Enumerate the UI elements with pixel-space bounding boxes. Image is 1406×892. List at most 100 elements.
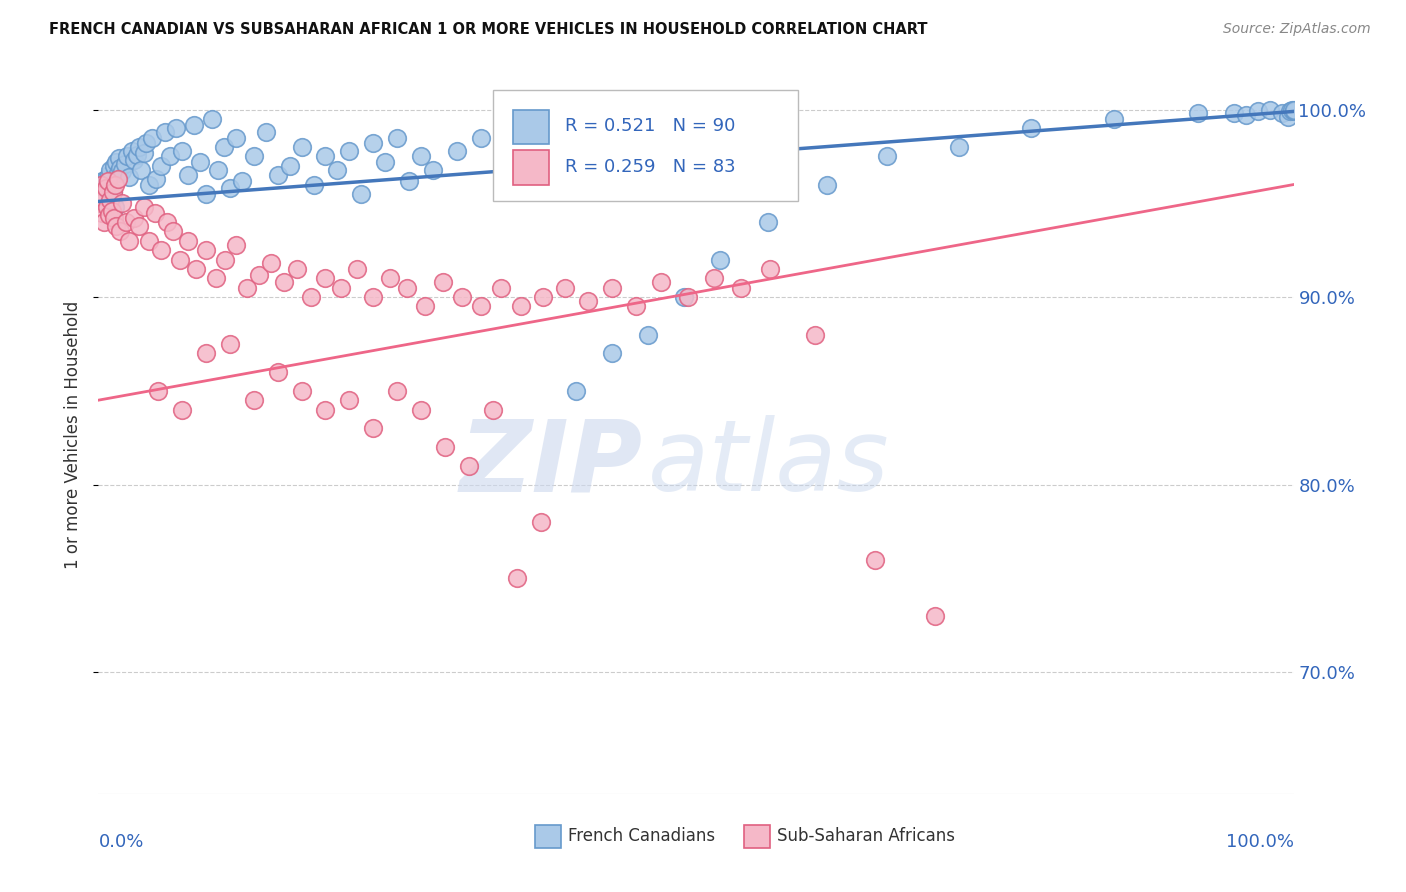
Point bbox=[243, 393, 266, 408]
Point bbox=[94, 172, 117, 186]
Point bbox=[225, 237, 247, 252]
Point bbox=[1277, 110, 1299, 124]
Point bbox=[97, 174, 120, 188]
Point bbox=[107, 166, 129, 180]
Text: Sub-Saharan Africans: Sub-Saharan Africans bbox=[778, 827, 955, 846]
Point bbox=[703, 271, 725, 285]
Point bbox=[398, 174, 420, 188]
Point bbox=[385, 384, 409, 398]
Point bbox=[162, 224, 184, 238]
Point bbox=[104, 178, 127, 192]
Text: 100.0%: 100.0% bbox=[1226, 833, 1294, 851]
Point bbox=[141, 130, 163, 145]
Point bbox=[247, 268, 270, 282]
FancyBboxPatch shape bbox=[494, 90, 797, 202]
Bar bbox=[744, 825, 770, 847]
Point bbox=[148, 384, 170, 398]
Text: R = 0.521   N = 90: R = 0.521 N = 90 bbox=[565, 117, 735, 135]
Point bbox=[212, 140, 235, 154]
Point bbox=[510, 300, 533, 314]
Point bbox=[1223, 106, 1246, 120]
Point bbox=[177, 234, 200, 248]
Point bbox=[565, 384, 588, 398]
Point bbox=[541, 140, 564, 154]
Point bbox=[730, 281, 752, 295]
Point bbox=[413, 300, 436, 314]
Point bbox=[363, 136, 385, 151]
Point bbox=[1282, 104, 1305, 119]
Point bbox=[273, 275, 295, 289]
Point bbox=[132, 145, 155, 160]
Point bbox=[602, 346, 624, 360]
Point bbox=[530, 515, 553, 529]
Point bbox=[207, 162, 229, 177]
Point bbox=[299, 290, 322, 304]
Point bbox=[90, 178, 112, 192]
Point bbox=[378, 271, 401, 285]
Point bbox=[291, 140, 314, 154]
Point bbox=[108, 161, 131, 175]
Point bbox=[432, 275, 454, 289]
Point bbox=[759, 261, 782, 276]
Point bbox=[267, 365, 290, 379]
Point bbox=[756, 215, 779, 229]
Point bbox=[138, 234, 160, 248]
Point bbox=[90, 186, 112, 201]
Point bbox=[506, 571, 529, 585]
Point bbox=[470, 130, 492, 145]
Text: Source: ZipAtlas.com: Source: ZipAtlas.com bbox=[1223, 22, 1371, 37]
Point bbox=[138, 178, 160, 192]
Point bbox=[578, 293, 600, 308]
Point bbox=[422, 162, 444, 177]
Point bbox=[385, 130, 409, 145]
Point bbox=[195, 186, 218, 201]
Point bbox=[214, 252, 236, 267]
Point bbox=[865, 552, 887, 566]
Point bbox=[1234, 108, 1257, 122]
Point bbox=[650, 275, 672, 289]
Text: atlas: atlas bbox=[648, 415, 890, 512]
Point bbox=[188, 155, 211, 169]
Point bbox=[159, 149, 181, 163]
Point bbox=[131, 162, 153, 177]
Point bbox=[554, 281, 576, 295]
Text: French Canadians: French Canadians bbox=[568, 827, 716, 846]
Point bbox=[676, 290, 699, 304]
Point bbox=[98, 193, 122, 207]
Point bbox=[531, 290, 554, 304]
Point bbox=[434, 440, 457, 454]
Point bbox=[125, 147, 148, 161]
Point bbox=[1104, 112, 1126, 126]
Point bbox=[243, 149, 266, 163]
Point bbox=[924, 608, 946, 623]
Point bbox=[169, 252, 191, 267]
Point bbox=[637, 327, 659, 342]
Point bbox=[411, 402, 433, 417]
Point bbox=[172, 144, 194, 158]
Point bbox=[315, 402, 337, 417]
Text: R = 0.259   N = 83: R = 0.259 N = 83 bbox=[565, 158, 735, 176]
Point bbox=[105, 219, 128, 233]
Point bbox=[132, 200, 155, 214]
Point bbox=[118, 169, 141, 184]
Point bbox=[231, 174, 253, 188]
Point bbox=[107, 172, 129, 186]
Point bbox=[118, 234, 141, 248]
Point bbox=[315, 271, 337, 285]
Point bbox=[121, 144, 143, 158]
Point bbox=[183, 118, 205, 132]
Point bbox=[91, 181, 114, 195]
Point bbox=[98, 162, 122, 177]
Point bbox=[267, 168, 290, 182]
Point bbox=[177, 168, 200, 182]
Point bbox=[948, 140, 970, 154]
Point bbox=[100, 193, 122, 207]
Point bbox=[89, 196, 111, 211]
Point bbox=[411, 149, 433, 163]
Point bbox=[291, 384, 314, 398]
Point bbox=[107, 151, 129, 165]
Point bbox=[363, 290, 385, 304]
Point bbox=[326, 162, 349, 177]
Point bbox=[143, 205, 166, 219]
Point bbox=[302, 178, 325, 192]
